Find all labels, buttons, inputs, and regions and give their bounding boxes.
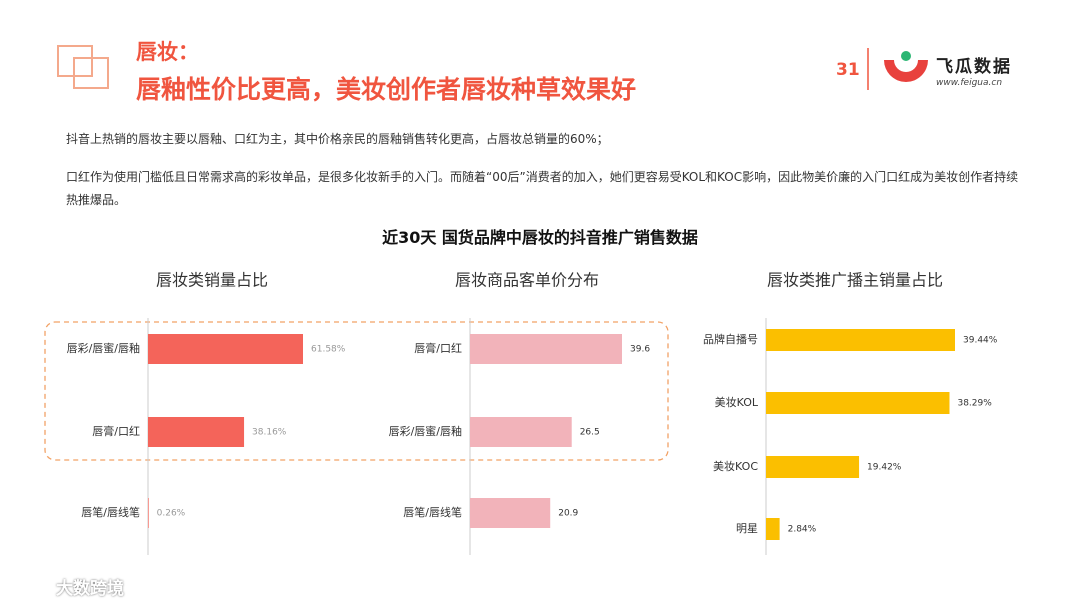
bar	[766, 392, 950, 414]
page-number: 31	[836, 60, 860, 80]
decor	[73, 57, 109, 89]
brand: 飞瓜数据	[936, 57, 1012, 77]
y-tick-label: 明星	[736, 522, 758, 535]
bar	[470, 417, 572, 447]
section-title: 近30天 国货品牌中唇妆的抖音推广销售数据	[382, 228, 698, 247]
data-label: 20.9	[558, 509, 578, 519]
bar	[766, 518, 780, 540]
y-tick-label: 品牌自播号	[703, 332, 758, 346]
watermark: 大数跨境	[56, 579, 124, 599]
header-title: 唇釉性价比更高，美妆创作者唇妆种草效果好	[136, 75, 637, 104]
data-label: 26.5	[580, 428, 600, 438]
brand-url: www.feigua.cn	[936, 78, 1003, 88]
data-label: 39.6	[630, 345, 650, 355]
data-label: 2.84%	[788, 525, 817, 535]
header-tag: 唇妆：	[136, 40, 199, 64]
data-label: 61.58%	[311, 345, 346, 355]
y-tick-label: 唇彩/唇蜜/唇釉	[389, 424, 462, 438]
paragraph: 口红作为使用门槛低且日常需求高的彩妆单品，是很多化妆新手的入门。而随着“00后”…	[66, 170, 1019, 207]
y-tick-label: 美妆KOC	[713, 460, 758, 473]
bar	[148, 498, 149, 528]
y-tick-label: 唇笔/唇线笔	[403, 505, 462, 519]
bar	[766, 456, 860, 478]
bar	[470, 498, 551, 528]
bar	[148, 417, 245, 447]
y-tick-label: 唇膏/口红	[92, 424, 140, 438]
data-label: 38.29%	[957, 399, 992, 409]
data-label: 38.16%	[252, 428, 287, 438]
data-label: 19.42%	[867, 463, 902, 473]
paragraph: 抖音上热销的唇妆主要以唇釉、口红为主，其中价格亲民的唇釉销售转化更高，占唇妆总销…	[66, 132, 609, 146]
logo	[901, 51, 911, 61]
bar	[766, 329, 955, 351]
chart-title: 唇妆商品客单价分布	[455, 271, 599, 290]
data-label: 39.44%	[963, 336, 998, 346]
chart-title: 唇妆类销量占比	[156, 271, 268, 290]
y-tick-label: 唇笔/唇线笔	[81, 505, 140, 519]
y-tick-label: 唇彩/唇蜜/唇釉	[67, 341, 140, 355]
bar	[470, 334, 622, 364]
highlight-box	[44, 321, 669, 461]
chart-title: 唇妆类推广播主销量占比	[767, 271, 943, 290]
y-tick-label: 美妆KOL	[715, 396, 759, 409]
y-tick-label: 唇膏/口红	[414, 341, 462, 355]
logo	[884, 60, 928, 82]
bar	[148, 334, 303, 364]
data-label: 0.26%	[157, 509, 186, 519]
